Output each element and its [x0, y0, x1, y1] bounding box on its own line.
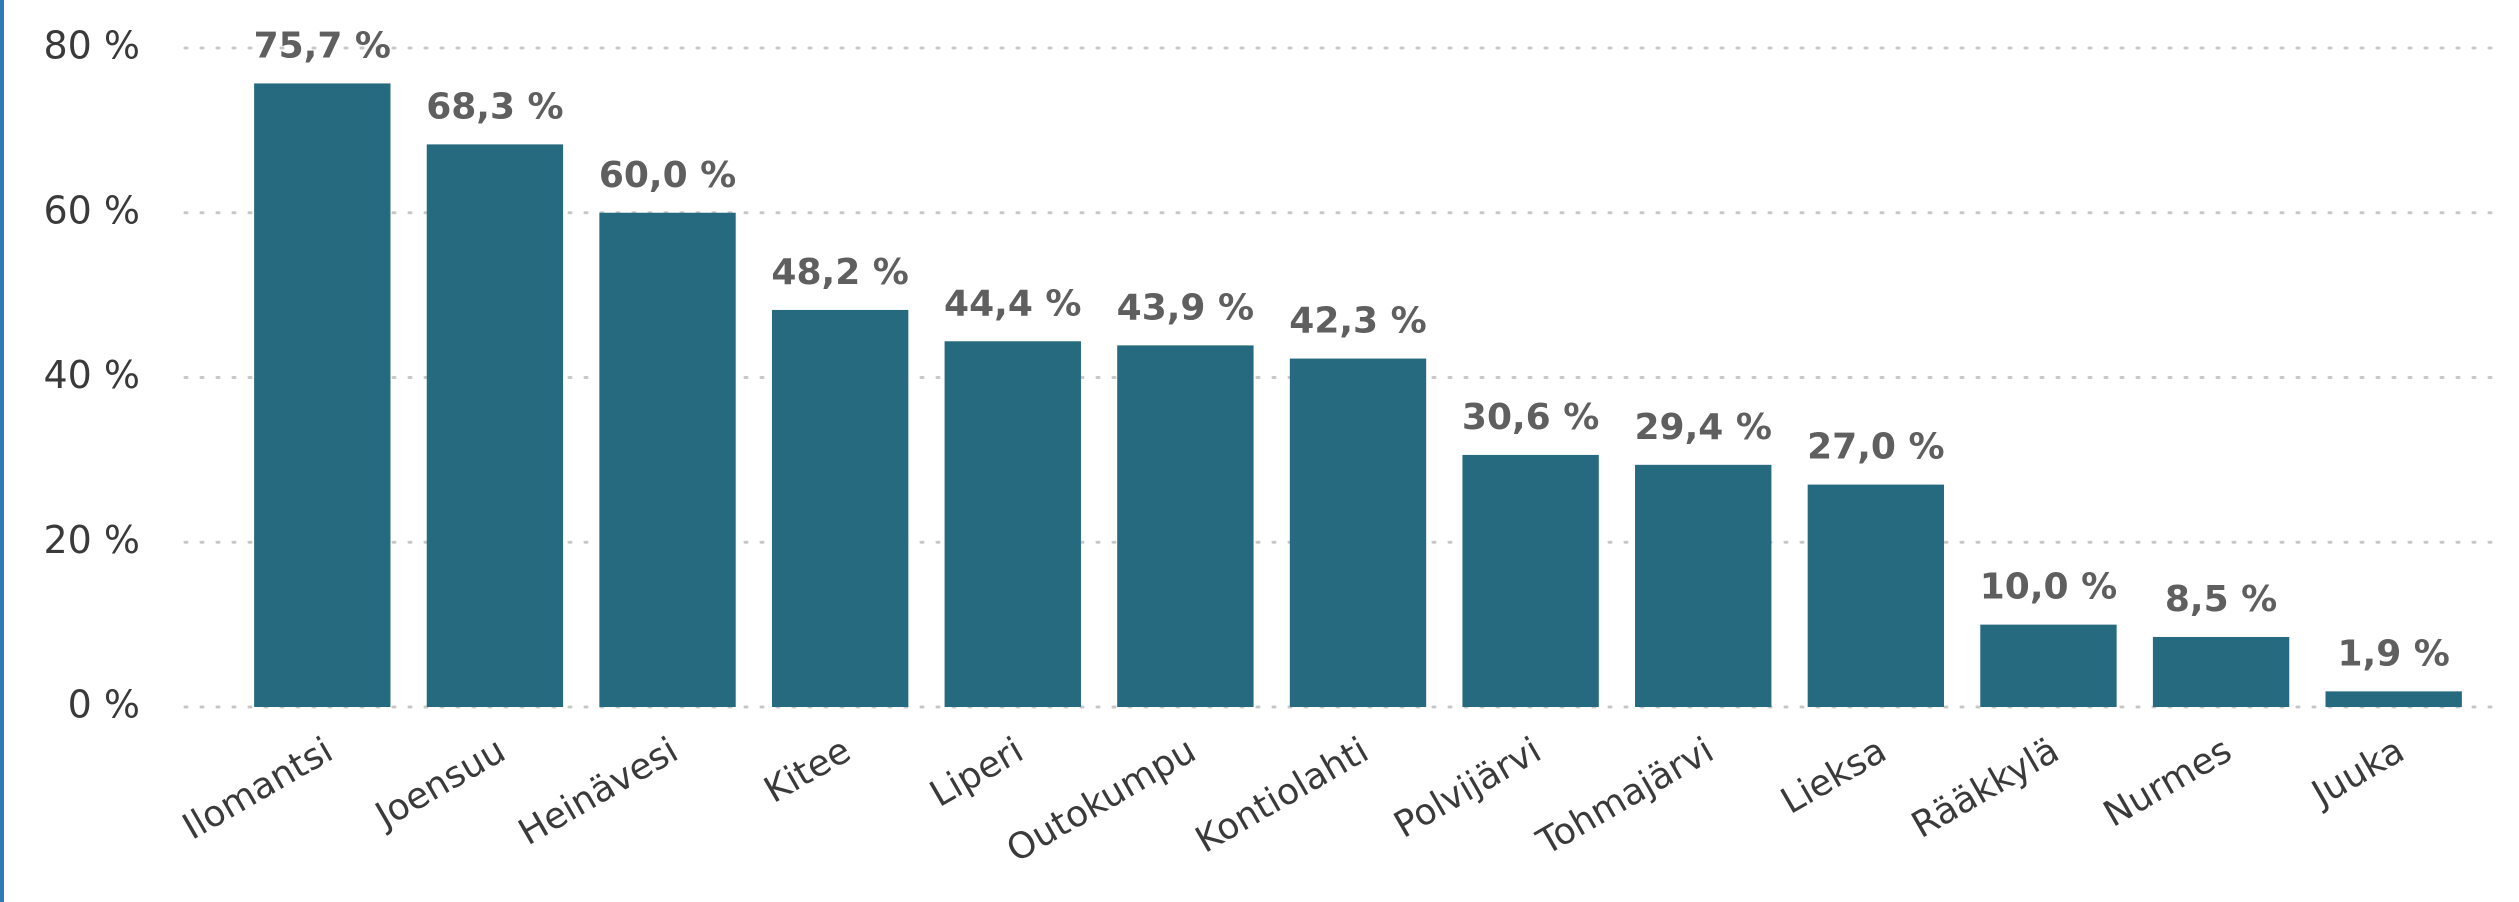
- x-tick-label: Rääkkylä: [1905, 730, 2066, 847]
- x-tick-label: Heinävesi: [512, 730, 685, 854]
- x-tick-label: Nurmes: [2097, 730, 2239, 835]
- x-tick-label: Kontiolahti: [1189, 730, 1376, 861]
- value-label: 27,0 %: [1807, 427, 1944, 468]
- x-tick-label: Joensuu: [367, 730, 512, 838]
- bar: [2325, 691, 2462, 707]
- x-tick-label: Outokumpu: [1000, 730, 1203, 871]
- x-tick-label: Lieksa: [1774, 730, 1893, 822]
- bar: [1807, 484, 1945, 707]
- y-tick-label: 60 %: [43, 188, 140, 232]
- x-tick-label: Polvijärvi: [1387, 730, 1548, 846]
- y-tick-label: 0 %: [68, 683, 140, 727]
- value-label: 8,5 %: [2165, 579, 2277, 620]
- value-label: 29,4 %: [1635, 407, 1772, 448]
- bar: [254, 83, 391, 707]
- x-tick-label: Tohmajärvi: [1530, 730, 1721, 864]
- value-label: 75,7 %: [254, 25, 391, 66]
- bar: [1635, 464, 1772, 707]
- value-label: 1,9 %: [2337, 633, 2449, 674]
- x-tick-label: Liperi: [923, 730, 1030, 815]
- y-tick-label: 80 %: [43, 24, 140, 68]
- value-label: 42,3 %: [1289, 301, 1426, 342]
- x-tick-label: Kitee: [757, 730, 857, 812]
- value-label: 30,6 %: [1462, 397, 1599, 438]
- bar: [771, 309, 909, 707]
- bar: [1462, 454, 1599, 707]
- value-label: 44,4 %: [944, 283, 1081, 324]
- value-label: 48,2 %: [771, 252, 908, 293]
- y-tick-label: 20 %: [43, 518, 140, 562]
- bar: [944, 341, 1081, 707]
- bar: [1980, 624, 2117, 707]
- y-tick-label: 40 %: [43, 353, 140, 397]
- left-border: [0, 0, 4, 902]
- value-label: 43,9 %: [1117, 287, 1254, 328]
- value-label: 60,0 %: [599, 155, 736, 196]
- value-label: 68,3 %: [426, 86, 563, 127]
- bar: [2152, 636, 2290, 707]
- bar: [426, 144, 564, 707]
- bar: [1117, 345, 1254, 707]
- value-label: 10,0 %: [1980, 567, 2117, 608]
- bar: [1289, 358, 1427, 707]
- x-tick-label: Ilomantsi: [176, 730, 340, 848]
- x-tick-label: Juuka: [2304, 730, 2412, 816]
- bar: [599, 212, 736, 707]
